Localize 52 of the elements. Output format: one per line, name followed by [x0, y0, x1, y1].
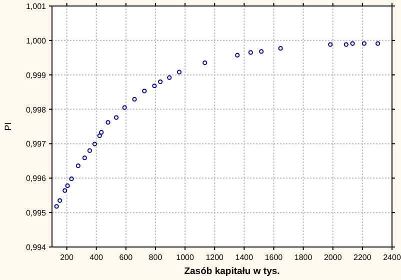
- point: [362, 41, 367, 46]
- y-tick-label: 1,000: [26, 36, 47, 46]
- point: [259, 49, 264, 54]
- point: [82, 156, 87, 160]
- point: [114, 115, 119, 120]
- point: [87, 148, 92, 153]
- x-tick-label: 2000: [324, 253, 342, 262]
- y-tick-label: 0,997: [26, 140, 47, 149]
- x-tick-label: 600: [119, 253, 134, 262]
- y-tick-label: 0,994: [26, 243, 47, 252]
- y-tick-label: 1,001: [26, 2, 47, 11]
- point: [344, 42, 348, 47]
- x-tick-label: 800: [148, 253, 163, 262]
- point: [122, 105, 127, 110]
- point: [278, 46, 283, 51]
- point: [202, 60, 208, 66]
- x-tick-label: 1000: [176, 253, 194, 262]
- point: [69, 176, 74, 182]
- point: [58, 198, 62, 203]
- y-tick-label: 0,996: [26, 174, 47, 184]
- y-tick-label: 0,995: [26, 208, 47, 218]
- x-tick-label: 1800: [294, 253, 313, 262]
- point: [350, 41, 355, 46]
- y-tick-label: 0,999: [26, 70, 47, 80]
- point: [99, 130, 104, 135]
- x-tick-label: 2400: [383, 253, 401, 262]
- point: [65, 183, 70, 188]
- point: [142, 88, 147, 94]
- point: [92, 142, 98, 146]
- x-tick-label: 2200: [354, 253, 372, 262]
- x-tick-label: 400: [90, 253, 104, 262]
- y-tick-label: 0,998: [26, 105, 47, 114]
- point: [167, 75, 172, 80]
- point: [158, 79, 163, 84]
- point: [152, 84, 157, 88]
- point: [54, 204, 59, 209]
- point: [76, 163, 80, 168]
- x-tick-label: 1600: [264, 253, 284, 262]
- point: [376, 41, 380, 46]
- point: [248, 50, 253, 55]
- point: [106, 120, 110, 125]
- y-axis-title: PI: [3, 122, 13, 131]
- point: [328, 42, 333, 47]
- point: [132, 97, 137, 102]
- point: [235, 52, 240, 58]
- point: [97, 133, 102, 138]
- point: [62, 188, 68, 193]
- x-tick-label: 1400: [235, 253, 254, 262]
- point: [176, 70, 182, 74]
- x-tick-label: 200: [60, 253, 74, 262]
- x-tick-label: 1200: [206, 253, 224, 262]
- x-axis-title: Zasób kapitału w tys.: [184, 266, 280, 277]
